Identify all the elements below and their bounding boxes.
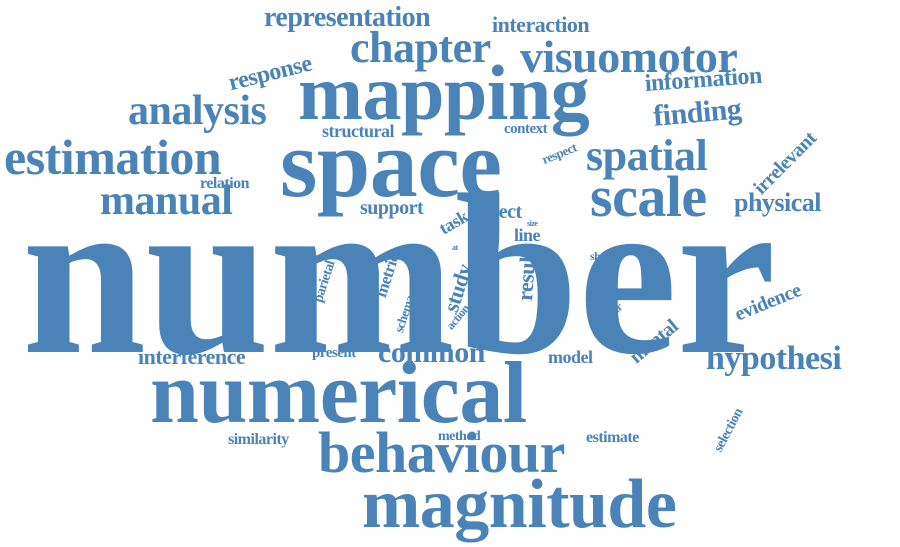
cloud-word-estimation: estimation [4, 132, 221, 182]
cloud-word-line: line [514, 226, 540, 244]
cloud-word-result: result [514, 250, 539, 302]
cloud-word-spatial: spatial [586, 134, 707, 178]
cloud-word-common: common [378, 338, 485, 368]
cloud-word-method: method [438, 430, 480, 444]
cloud-word-support: support [360, 198, 423, 218]
cloud-word-model: model [548, 348, 593, 366]
cloud-word-size: size [527, 220, 537, 228]
cloud-word-hypothesi: hypothesi [706, 342, 841, 376]
cloud-word-share: share [590, 250, 615, 262]
cloud-word-context: context [504, 122, 547, 137]
cloud-word-representation: representation [264, 4, 430, 32]
cloud-word-similarity: similarity [228, 432, 289, 448]
cloud-word-present: present [312, 346, 356, 361]
cloud-word-finding: finding [652, 94, 742, 132]
cloud-word-effect: effect [478, 202, 522, 222]
cloud-word-relation: relation [200, 176, 249, 192]
cloud-word-selection: selection [712, 407, 746, 455]
cloud-word-interference: interference [138, 346, 245, 368]
cloud-word-physical: physical [734, 190, 821, 216]
cloud-word-interaction: interaction [492, 14, 589, 36]
cloud-word-structural: structural [322, 122, 394, 140]
cloud-word-analysis: analysis [128, 90, 266, 132]
cloud-word-at: at [452, 244, 458, 252]
cloud-word-estimate: estimate [586, 430, 639, 446]
